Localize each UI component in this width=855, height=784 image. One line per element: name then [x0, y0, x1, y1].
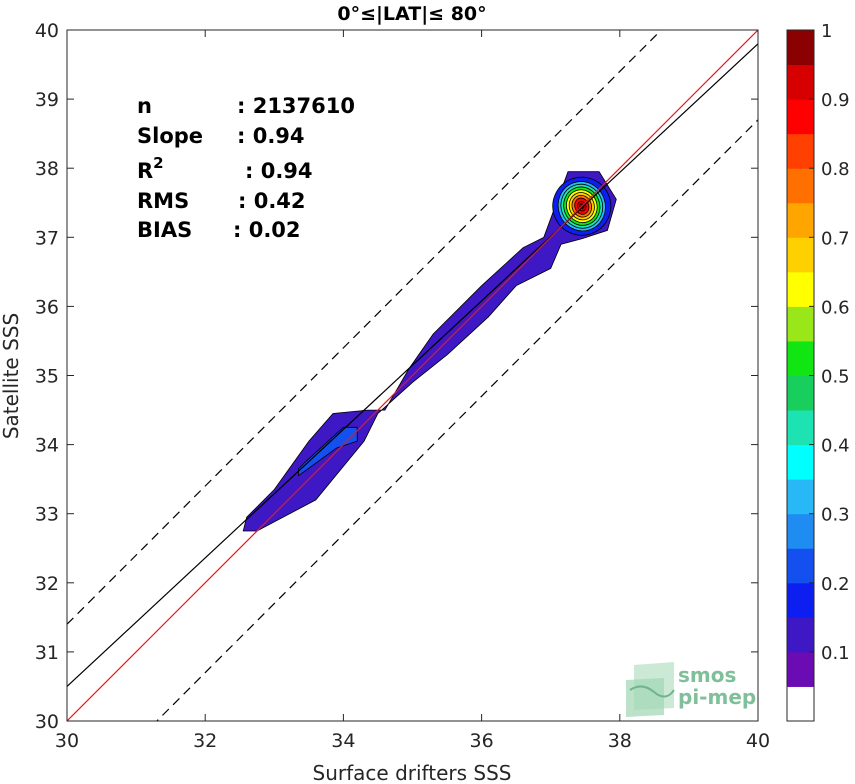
colorbar: 0.1 0.2 0.3 0.4 0.5 0.6 0.7 0.8 0.9 1 — [786, 21, 850, 722]
x-axis-ticks: 30 32 34 36 38 40 — [55, 30, 770, 752]
colorbar-segment — [787, 271, 814, 307]
y-axis-ticks: 30 31 32 33 34 35 36 37 38 39 40 — [35, 20, 758, 733]
colorbar-segment — [787, 306, 814, 342]
colorbar-tick-label: 0.4 — [821, 436, 850, 457]
colorbar-segment — [787, 513, 814, 549]
colorbar-segment — [787, 444, 814, 480]
colorbar-segment — [787, 237, 814, 273]
colorbar-segment — [787, 340, 814, 376]
stat-value: : 0.94 — [237, 124, 305, 148]
colorbar-tick-label: 0.7 — [821, 228, 850, 249]
y-tick-label: 33 — [35, 504, 59, 526]
y-axis-label: Satellite SSS — [0, 313, 23, 439]
smos-pimep-logo: smos pi-mep — [626, 662, 756, 717]
colorbar-segment — [787, 133, 814, 169]
colorbar-segment — [787, 582, 814, 618]
colorbar-segment — [787, 651, 814, 687]
y-tick-label: 36 — [35, 296, 59, 318]
x-axis-label: Surface drifters SSS — [313, 761, 512, 784]
stat-value: : 0.94 — [245, 159, 313, 183]
x-tick-label: 38 — [608, 730, 632, 752]
stat-label: BIAS — [137, 218, 192, 242]
reference-lines — [67, 30, 758, 721]
colorbar-segment — [787, 168, 814, 204]
logo-line1: smos — [678, 663, 736, 687]
colorbar-tick-label: 0.3 — [821, 505, 850, 526]
x-tick-label: 30 — [55, 730, 79, 752]
colorbar-segment — [787, 479, 814, 515]
stat-label: Slope — [137, 124, 203, 148]
x-tick-label: 34 — [331, 730, 355, 752]
y-tick-label: 40 — [35, 20, 59, 42]
logo-line2: pi-mep — [678, 685, 756, 709]
colorbar-segment — [787, 686, 814, 722]
stat-label: RMS — [137, 189, 189, 213]
stat-value: : 0.42 — [238, 189, 306, 213]
colorbar-segment — [787, 410, 814, 446]
y-tick-label: 32 — [35, 573, 59, 595]
colorbar-segment — [787, 617, 814, 653]
chart-title: 0°≤|LAT|≤ 80° — [337, 3, 486, 25]
upper-bound-line — [67, 30, 663, 625]
colorbar-tick-label: 0.9 — [821, 90, 850, 111]
y-tick-label: 38 — [35, 158, 59, 180]
colorbar-segment — [787, 548, 814, 584]
y-tick-label: 35 — [35, 366, 59, 388]
colorbar-segment — [787, 375, 814, 411]
colorbar-tick-label: 0.5 — [821, 367, 850, 388]
regression-line — [67, 43, 758, 687]
stat-value: : 2137610 — [237, 94, 355, 118]
stat-label: n — [137, 94, 152, 118]
y-tick-label: 34 — [35, 435, 59, 457]
density-inner-blob — [298, 426, 358, 477]
stat-value: : 0.02 — [233, 218, 301, 242]
identity-line — [67, 30, 758, 721]
colorbar-segment — [787, 202, 814, 238]
x-tick-label: 36 — [470, 730, 494, 752]
colorbar-tick-label: 0.6 — [821, 297, 850, 318]
colorbar-tick-label: 0.2 — [821, 574, 850, 595]
colorbar-tick-label: 0.8 — [821, 159, 850, 180]
colorbar-segment — [787, 30, 814, 66]
colorbar-tick-label: 0.1 — [821, 643, 850, 664]
lower-bound-line — [155, 119, 758, 721]
x-tick-label: 32 — [193, 730, 217, 752]
colorbar-segment — [787, 99, 814, 135]
y-tick-label: 30 — [35, 711, 59, 733]
y-tick-label: 31 — [35, 642, 59, 664]
y-tick-label: 37 — [35, 227, 59, 249]
colorbar-segment — [787, 64, 814, 100]
colorbar-tick-label: 1 — [821, 21, 832, 42]
y-tick-label: 39 — [35, 89, 59, 111]
x-tick-label: 40 — [746, 730, 770, 752]
